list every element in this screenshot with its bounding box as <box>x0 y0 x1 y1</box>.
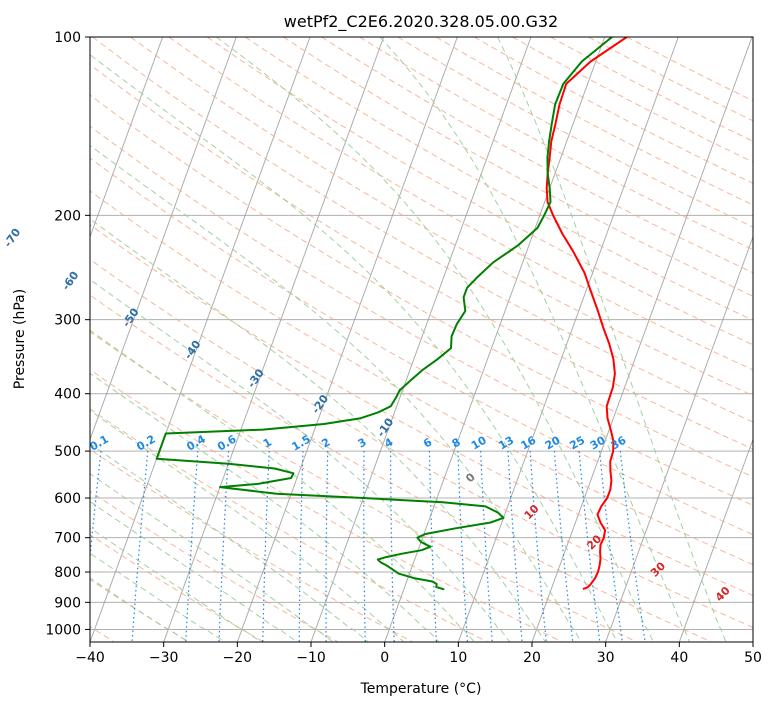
y-tick-label: 400 <box>54 387 81 403</box>
x-tick-label: 50 <box>744 650 762 666</box>
moist-adiabat-line <box>90 473 334 642</box>
moist-adiabat-line <box>90 372 440 642</box>
y-tick-label: 800 <box>54 565 81 581</box>
x-tick-label: 40 <box>670 650 688 666</box>
dry-adiabat-line <box>92 37 753 423</box>
y-tick-label: 300 <box>54 313 81 329</box>
isotherm-line <box>678 437 753 642</box>
x-tick-label: 10 <box>449 650 467 666</box>
moist-adiabat-line <box>90 577 189 642</box>
isotherm-line <box>90 37 311 642</box>
mixing-ratio-line <box>298 451 304 642</box>
mixing-ratio-line <box>363 451 366 642</box>
x-tick-label: −20 <box>223 650 253 666</box>
y-tick-label: 1000 <box>45 622 81 638</box>
mixing-ratio-line <box>529 451 547 642</box>
moist-adiabat-line <box>90 552 225 642</box>
moist-adiabat-line <box>90 329 475 642</box>
axis-layer: −40 −30 −20 −10 0 10 20 30 40 50 100 200 300 400 500 60… <box>45 30 762 666</box>
dry-adiabat-line <box>130 37 753 397</box>
isotherm-line <box>605 235 753 642</box>
mixing-ratio-layer <box>90 451 646 642</box>
y-tick-label: 900 <box>54 595 81 611</box>
moist-adiabat-line <box>497 37 727 642</box>
mixing-ratio-line <box>325 451 329 642</box>
dry-adiabat-line <box>90 408 488 642</box>
mixing-ratio-line <box>619 451 646 642</box>
grid-layer <box>90 37 753 642</box>
isotherm-line <box>531 37 753 642</box>
y-tick-label: 200 <box>54 208 81 224</box>
y-tick-label: 100 <box>54 30 81 46</box>
mixing-ratio-line <box>185 451 199 642</box>
isotherm-line <box>457 37 679 642</box>
y-tick-label: 500 <box>54 444 81 460</box>
dry-adiabat-line <box>90 369 563 642</box>
moist-adiabat-line <box>216 37 654 642</box>
dry-adiabat-line <box>90 157 753 536</box>
dry-adiabat-line <box>90 534 264 642</box>
dry-adiabat-line <box>90 294 712 642</box>
dry-adiabat-line <box>90 125 753 506</box>
plot-frame <box>89 36 754 643</box>
dry-adiabat-line <box>90 190 753 566</box>
dry-adiabat-line <box>90 63 753 450</box>
series-layer <box>155 37 628 591</box>
mixing-ratio-line <box>262 451 270 642</box>
moist-adiabat-line <box>379 37 690 642</box>
x-tick-label: 20 <box>523 650 541 666</box>
moist-adiabat-line <box>90 144 582 642</box>
dry-adiabat-line <box>90 94 753 478</box>
mixing-ratio-line <box>428 451 437 642</box>
y-tick-label: 700 <box>54 531 81 547</box>
dry-adiabat-line <box>90 331 638 642</box>
mixing-ratio-line <box>390 451 395 642</box>
dry-adiabat-line <box>244 37 753 321</box>
x-tick-label: −40 <box>75 650 105 666</box>
moist-adiabat-line <box>90 500 298 642</box>
mixing-ratio-line <box>131 451 149 642</box>
moist-adiabat-line <box>90 527 262 642</box>
chart-title: wetPf2_C2E6.2020.328.05.00.G32 <box>284 12 558 32</box>
mixing-ratio-line <box>553 451 574 642</box>
mixing-ratio-line <box>218 451 230 642</box>
mixing-ratio-line <box>507 451 523 642</box>
dry-adiabat-line <box>283 37 753 297</box>
x-tick-label: 0 <box>380 650 389 666</box>
dry-adiabat-line <box>206 37 753 346</box>
dewpoint-profile <box>155 37 613 591</box>
moist-adiabat-line <box>90 218 546 642</box>
mixing-ratio-line <box>578 451 601 642</box>
dry-adiabat-line <box>168 37 753 371</box>
mixing-ratio-line <box>599 451 623 642</box>
dry-adiabat-line <box>90 448 414 642</box>
moist-adiabat-line <box>90 443 369 642</box>
mixing-ratio-line <box>457 451 469 642</box>
x-tick-label: 30 <box>597 650 615 666</box>
moist-adiabat-line <box>90 278 511 642</box>
dry-adiabat-line <box>90 224 753 597</box>
isotherm-line <box>163 37 385 642</box>
isotherm-line <box>310 37 532 642</box>
dry-adiabat-line <box>90 258 753 628</box>
isotherm-line <box>90 37 237 441</box>
isotherm-line <box>90 37 164 239</box>
x-axis-label: Temperature (°C) <box>360 681 482 697</box>
x-tick-label: −10 <box>296 650 326 666</box>
y-tick-label: 600 <box>54 491 81 507</box>
isotherm-line <box>236 37 458 642</box>
x-tick-label: −30 <box>149 650 179 666</box>
mixing-ratio-line <box>480 451 493 642</box>
y-axis-label: Pressure (hPa) <box>12 289 28 389</box>
